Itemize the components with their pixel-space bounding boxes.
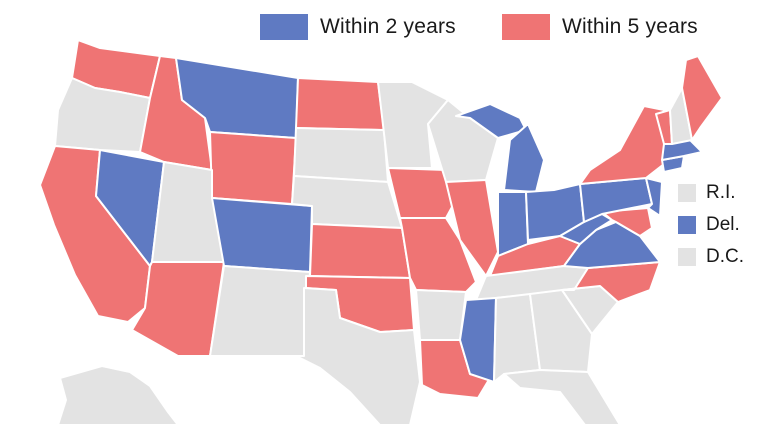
state-maine: [681, 55, 723, 141]
state-alaska: [57, 365, 179, 425]
small-swatch-del: [678, 216, 696, 234]
small-state-dc: D.C.: [678, 246, 744, 268]
state-wyoming: [209, 131, 297, 205]
state-texas: [295, 287, 421, 425]
small-state-ri: R.I.: [678, 182, 736, 204]
state-mississippi: [459, 297, 497, 383]
small-state-del: Del.: [678, 214, 740, 236]
state-colorado: [211, 197, 313, 273]
state-new-jersey: [645, 177, 663, 217]
small-label-dc: D.C.: [706, 246, 744, 267]
legend-swatch-within-2: [260, 14, 308, 40]
state-illinois: [445, 179, 499, 277]
state-kansas: [309, 223, 411, 279]
state-north-dakota: [295, 77, 385, 131]
small-swatch-dc: [678, 248, 696, 266]
state-new-york: [579, 105, 665, 185]
legend-within-5: Within 5 years: [502, 14, 698, 40]
state-arkansas: [415, 289, 467, 341]
small-label-del: Del.: [706, 214, 740, 235]
legend-within-2: Within 2 years: [260, 14, 456, 40]
state-south-dakota: [293, 127, 389, 183]
state-georgia: [529, 289, 593, 373]
legend-label-within-2: Within 2 years: [320, 15, 456, 38]
state-new-mexico: [209, 265, 311, 357]
legend-swatch-within-5: [502, 14, 550, 40]
legend-label-within-5: Within 5 years: [562, 15, 698, 38]
state-florida: [503, 369, 621, 425]
small-swatch-ri: [678, 184, 696, 202]
small-label-ri: R.I.: [706, 182, 736, 203]
